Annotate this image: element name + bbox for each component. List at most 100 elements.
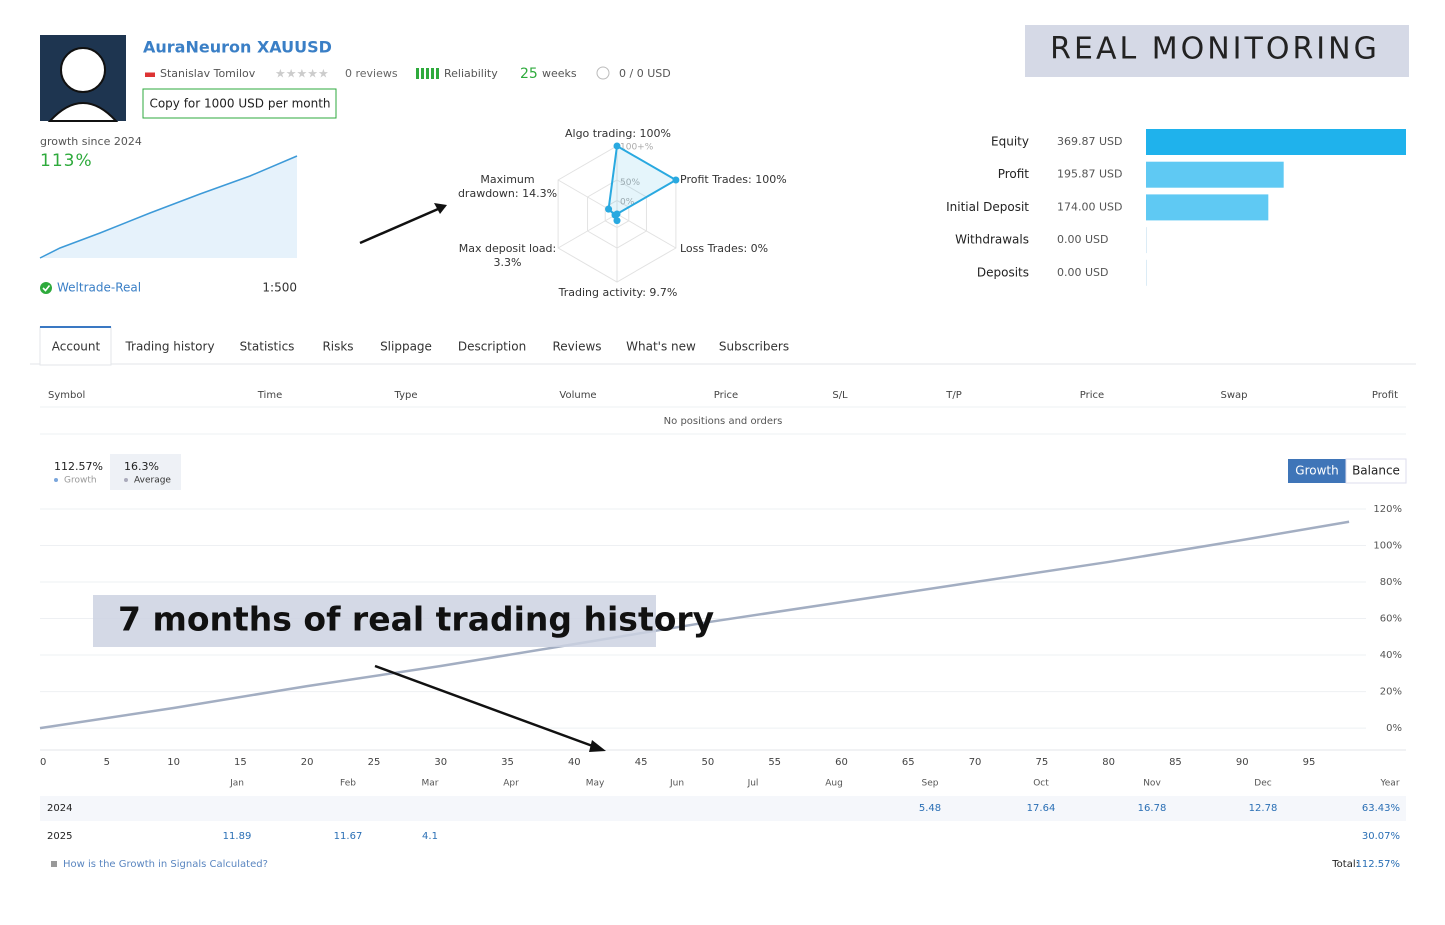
empty-note: No positions and orders	[664, 416, 783, 427]
y-tick-label: 60%	[1380, 614, 1402, 625]
month-label: Jan	[229, 779, 244, 789]
stars: ★★★★★	[275, 67, 329, 81]
help-link[interactable]: How is the Growth in Signals Calculated?	[63, 859, 268, 870]
x-tick-label: 95	[1303, 757, 1316, 768]
month-label: Jul	[747, 779, 759, 789]
copy-button: Copy for 1000 USD per month	[149, 97, 330, 111]
y-tick-label: 20%	[1380, 687, 1402, 698]
verified-check	[42, 285, 51, 292]
radar-point	[605, 205, 613, 213]
bar	[1146, 227, 1147, 254]
broker: Weltrade-Real	[57, 281, 141, 295]
radar-tick-label: 50%	[620, 178, 640, 188]
reliability-icon	[416, 68, 439, 79]
reviews: 0 reviews	[345, 67, 398, 80]
column-header: S/L	[832, 390, 848, 401]
x-tick-label: 5	[104, 757, 110, 768]
funds: 0 / 0 USD	[619, 67, 671, 80]
x-tick-label: 0	[40, 757, 46, 768]
growth-button-box[interactable]	[1288, 459, 1346, 483]
total-label: Total:	[1331, 859, 1359, 870]
tab[interactable]: Subscribers	[719, 340, 789, 354]
x-tick-label: 80	[1102, 757, 1115, 768]
weeks-label: weeks	[542, 67, 577, 80]
x-tick-label: 50	[702, 757, 715, 768]
month-label: Sep	[922, 779, 939, 789]
x-tick-label: 10	[167, 757, 180, 768]
arrow-head	[589, 740, 606, 752]
x-tick-label: 60	[835, 757, 848, 768]
leverage: 1:500	[262, 281, 297, 295]
weeks-value: 25	[520, 66, 538, 82]
banner: REAL MONITORING	[1050, 32, 1380, 67]
annotation-box	[93, 595, 656, 647]
bar-value: 369.87 USD	[1057, 135, 1123, 148]
y-tick-label: 0%	[1386, 723, 1402, 734]
button[interactable]: Balance	[1352, 464, 1400, 478]
tab[interactable]: Trading history	[124, 340, 214, 354]
bar-value: 0.00 USD	[1057, 266, 1109, 279]
bar-label: Deposits	[977, 265, 1029, 279]
x-tick-label: 90	[1236, 757, 1249, 768]
month-label: Apr	[503, 779, 519, 789]
tab[interactable]: Slippage	[380, 340, 432, 354]
growth-line	[39, 520, 1350, 730]
bar-value: 195.87 USD	[1057, 168, 1123, 181]
arrow	[359, 204, 446, 245]
flag	[145, 70, 155, 77]
tab[interactable]: Risks	[322, 340, 353, 354]
year-label: 2025	[47, 831, 72, 842]
signal-name: AuraNeuron XAUUSD	[143, 38, 332, 57]
tab[interactable]: Reviews	[552, 340, 601, 354]
column-header: Profit	[1372, 390, 1398, 401]
column-header: Price	[714, 390, 738, 401]
growth-value: 113%	[40, 151, 93, 171]
month-label: Oct	[1033, 779, 1049, 789]
bar	[1146, 129, 1406, 155]
radar-tick-label: 0%	[620, 198, 635, 208]
verified-icon	[40, 282, 52, 294]
bar-label: Equity	[991, 135, 1029, 149]
radar-label: Maximum drawdown: 14.3%	[457, 173, 558, 200]
help-icon	[51, 861, 57, 867]
button[interactable]: Growth	[1295, 464, 1338, 478]
tab[interactable]: Statistics	[240, 340, 295, 354]
dot	[124, 478, 128, 482]
bar	[1146, 161, 1284, 188]
radar-label: Trading activity: 9.7%	[558, 286, 678, 299]
copy-button-box[interactable]	[142, 88, 337, 119]
column-header: Type	[394, 390, 418, 401]
stat-label: Growth	[64, 476, 97, 486]
x-tick-label: 25	[368, 757, 381, 768]
radar-label: Max deposit load: 3.3%	[458, 242, 557, 269]
x-tick-label: 65	[902, 757, 915, 768]
month-label: Aug	[825, 779, 843, 789]
month-value: 5.48	[919, 803, 941, 814]
annotation: 7 months of real trading history	[118, 600, 714, 639]
x-tick-label: 20	[301, 757, 314, 768]
radar-label: Loss Trades: 0%	[680, 242, 769, 255]
x-tick-label: 30	[434, 757, 447, 768]
radar-area	[607, 144, 678, 221]
total-value: 112.57%	[1356, 859, 1401, 870]
x-tick-label: 35	[501, 757, 514, 768]
radar-point	[611, 211, 619, 219]
month-value: 63.43%	[1362, 803, 1400, 814]
column-header: Volume	[559, 390, 596, 401]
radar-point	[613, 217, 621, 225]
sparkline-area	[40, 156, 297, 258]
flag	[145, 70, 155, 73]
tab[interactable]: Description	[458, 340, 526, 354]
month-label: May	[586, 779, 605, 789]
tab[interactable]: Account	[52, 340, 101, 354]
balance-button-box[interactable]	[1345, 458, 1407, 484]
x-tick-label: 70	[969, 757, 982, 768]
radar-spoke	[616, 213, 677, 249]
month-value: 17.64	[1027, 803, 1056, 814]
month-label: Nov	[1143, 779, 1161, 789]
banner-box	[1025, 25, 1409, 77]
month-value: 12.78	[1249, 803, 1278, 814]
column-header: Price	[1080, 390, 1104, 401]
tab[interactable]: What's new	[626, 340, 696, 354]
